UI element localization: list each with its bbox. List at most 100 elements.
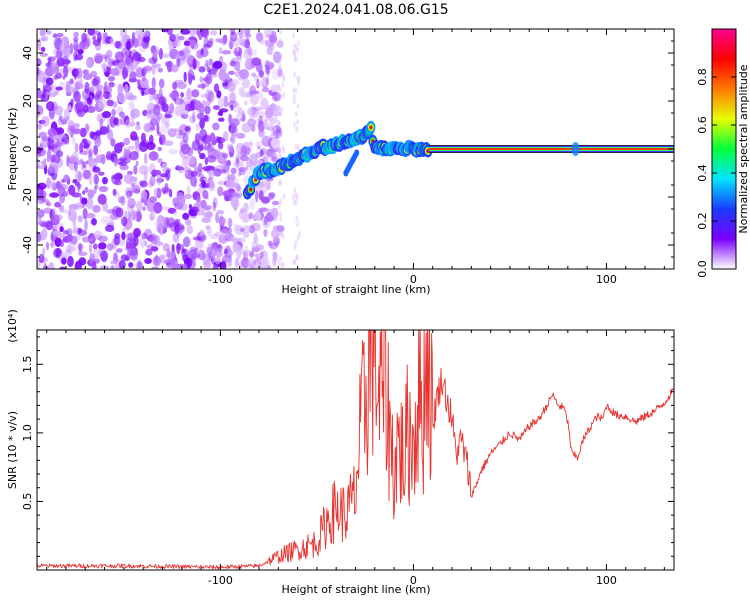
- noise-speckle: [86, 97, 92, 105]
- noise-speckle: [208, 169, 214, 181]
- noise-speckle: [223, 95, 229, 102]
- noise-speckle: [255, 244, 265, 251]
- noise-speckle: [197, 249, 206, 261]
- noise-speckle: [159, 124, 170, 134]
- noise-speckle: [77, 243, 84, 251]
- noise-speckle: [68, 203, 78, 211]
- noise-speckle: [63, 108, 71, 120]
- x-tick-label: 100: [596, 574, 617, 587]
- noise-speckle: [160, 186, 171, 193]
- noise-speckle: [126, 40, 131, 51]
- noise-speckle: [297, 231, 301, 238]
- noise-speckle: [168, 92, 177, 98]
- noise-speckle: [92, 39, 101, 47]
- noise-speckle: [84, 219, 88, 231]
- noise-speckle: [185, 88, 193, 100]
- noise-speckle: [173, 128, 180, 133]
- noise-speckle: [135, 125, 141, 131]
- noise-speckle: [151, 76, 156, 89]
- noise-speckle: [85, 123, 90, 133]
- noise-speckle: [296, 118, 300, 125]
- noise-speckle: [91, 217, 97, 226]
- noise-speckle: [105, 50, 111, 61]
- noise-speckle: [265, 104, 273, 115]
- noise-speckle: [157, 67, 164, 73]
- noise-speckle: [43, 262, 48, 269]
- noise-speckle: [199, 229, 205, 237]
- noise-speckle: [279, 94, 283, 101]
- noise-speckle: [272, 225, 278, 231]
- noise-speckle: [277, 202, 281, 209]
- noise-speckle: [208, 58, 214, 66]
- noise-speckle: [41, 196, 47, 203]
- noise-speckle: [129, 71, 137, 83]
- noise-speckle: [294, 44, 298, 51]
- noise-speckle: [63, 66, 69, 78]
- noise-speckle: [293, 43, 297, 50]
- noise-speckle: [126, 204, 131, 212]
- noise-speckle: [161, 162, 168, 172]
- noise-speckle: [263, 118, 268, 130]
- noise-speckle: [43, 207, 53, 214]
- colorbar-tick-label: 0.2: [696, 212, 709, 230]
- noise-speckle: [213, 83, 220, 93]
- noise-speckle: [59, 40, 69, 53]
- noise-speckle: [272, 131, 280, 137]
- noise-speckle: [73, 31, 80, 37]
- noise-speckle: [111, 174, 121, 185]
- noise-speckle: [48, 165, 59, 174]
- noise-speckle: [209, 177, 214, 189]
- noise-speckle: [229, 118, 240, 127]
- noise-speckle: [94, 94, 101, 101]
- noise-speckle: [132, 51, 142, 62]
- noise-speckle: [129, 61, 139, 71]
- noise-speckle: [37, 38, 42, 50]
- noise-speckle: [108, 81, 115, 88]
- noise-speckle: [227, 217, 233, 229]
- x-tick-label: -100: [208, 273, 233, 286]
- noise-speckle: [140, 190, 148, 200]
- noise-speckle: [133, 165, 138, 175]
- spectrogram-x-label: Height of straight line (km): [281, 283, 430, 296]
- noise-speckle: [89, 148, 93, 158]
- ridge-halo: [354, 149, 360, 157]
- noise-speckle: [150, 246, 159, 252]
- noise-speckle: [151, 63, 161, 69]
- noise-speckle: [90, 219, 97, 225]
- noise-speckle: [70, 207, 77, 219]
- noise-speckle: [88, 156, 95, 167]
- noise-speckle: [139, 180, 148, 188]
- noise-speckle: [204, 89, 213, 101]
- noise-speckle: [280, 261, 284, 268]
- noise-speckle: [37, 123, 43, 130]
- noise-speckle: [55, 86, 63, 91]
- noise-speckle: [203, 63, 211, 68]
- noise-speckle: [181, 156, 191, 168]
- noise-speckle: [97, 171, 105, 176]
- noise-speckle: [212, 122, 220, 131]
- ridge-core: [249, 187, 253, 192]
- noise-speckle: [65, 85, 75, 95]
- noise-speckle: [212, 263, 219, 269]
- noise-speckle: [88, 243, 93, 254]
- noise-speckle: [191, 89, 200, 98]
- noise-speckle: [175, 195, 186, 206]
- noise-speckle: [296, 220, 300, 227]
- steady-line-band: [428, 148, 674, 150]
- noise-speckle: [37, 58, 42, 67]
- noise-speckle: [181, 47, 191, 53]
- noise-speckle: [271, 30, 277, 37]
- noise-speckle: [106, 99, 114, 107]
- noise-speckle: [81, 197, 88, 205]
- noise-speckle: [136, 121, 140, 126]
- noise-speckle: [104, 224, 115, 233]
- noise-speckle: [126, 249, 131, 260]
- noise-speckle: [297, 80, 301, 87]
- snr-y-label: SNR (10 * v/v): [6, 411, 19, 489]
- noise-speckle: [56, 150, 64, 158]
- noise-speckle: [183, 71, 187, 83]
- noise-speckle: [46, 149, 52, 160]
- noise-speckle: [227, 143, 234, 153]
- noise-speckle: [109, 219, 114, 227]
- noise-speckle: [258, 115, 264, 126]
